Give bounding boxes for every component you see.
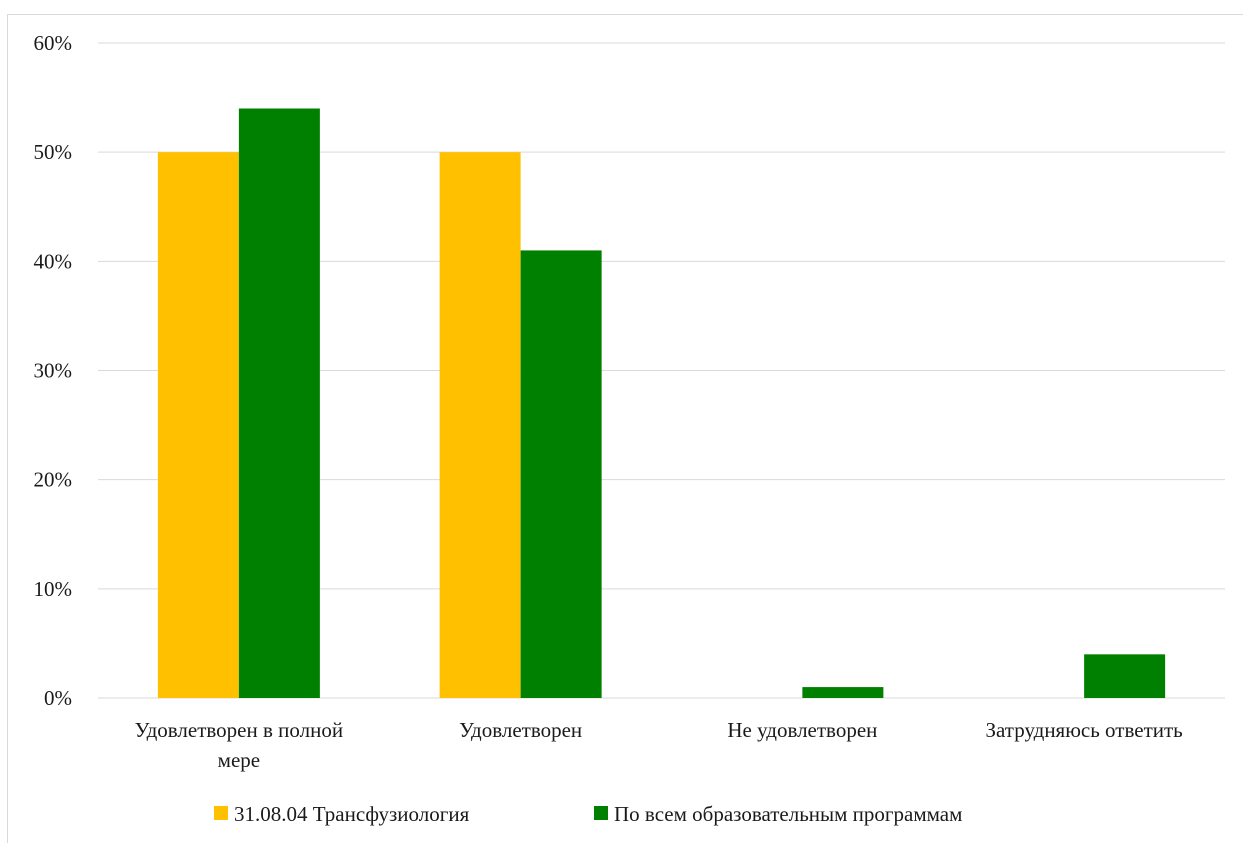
bar — [238, 108, 320, 698]
legend-label: 31.08.04 Трансфузиология — [234, 802, 470, 826]
gridlines — [98, 42, 1225, 699]
y-axis-tick-labels: 0% 10% 20% 30% 40% 50% 60% — [34, 31, 73, 710]
y-tick-label: 0% — [44, 686, 72, 710]
category-label: Удовлетворен — [459, 718, 582, 742]
bar — [520, 250, 602, 698]
y-tick-label: 20% — [34, 468, 73, 492]
bars — [157, 108, 1166, 698]
category-label: Не удовлетворен — [727, 718, 877, 742]
chart-frame — [7, 14, 1243, 843]
category-label: мере — [218, 748, 260, 772]
legend: 31.08.04 Трансфузиология По всем образова… — [214, 802, 962, 826]
legend-label: По всем образовательным программам — [614, 802, 962, 826]
y-tick-label: 60% — [34, 31, 73, 55]
legend-swatch — [594, 806, 608, 820]
y-tick-label: 50% — [34, 140, 73, 164]
category-label: Удовлетворен в полной — [135, 718, 343, 742]
bar — [1084, 654, 1166, 698]
y-tick-label: 10% — [34, 577, 73, 601]
y-tick-label: 40% — [34, 249, 73, 273]
category-labels: Удовлетворен в полной мере Удовлетворен Не … — [135, 718, 1183, 772]
bar — [157, 152, 239, 698]
legend-swatch — [214, 806, 228, 820]
category-label: Затрудняюсь ответить — [986, 718, 1183, 742]
bar — [802, 687, 884, 698]
y-tick-label: 30% — [34, 359, 73, 383]
bar — [439, 152, 521, 698]
